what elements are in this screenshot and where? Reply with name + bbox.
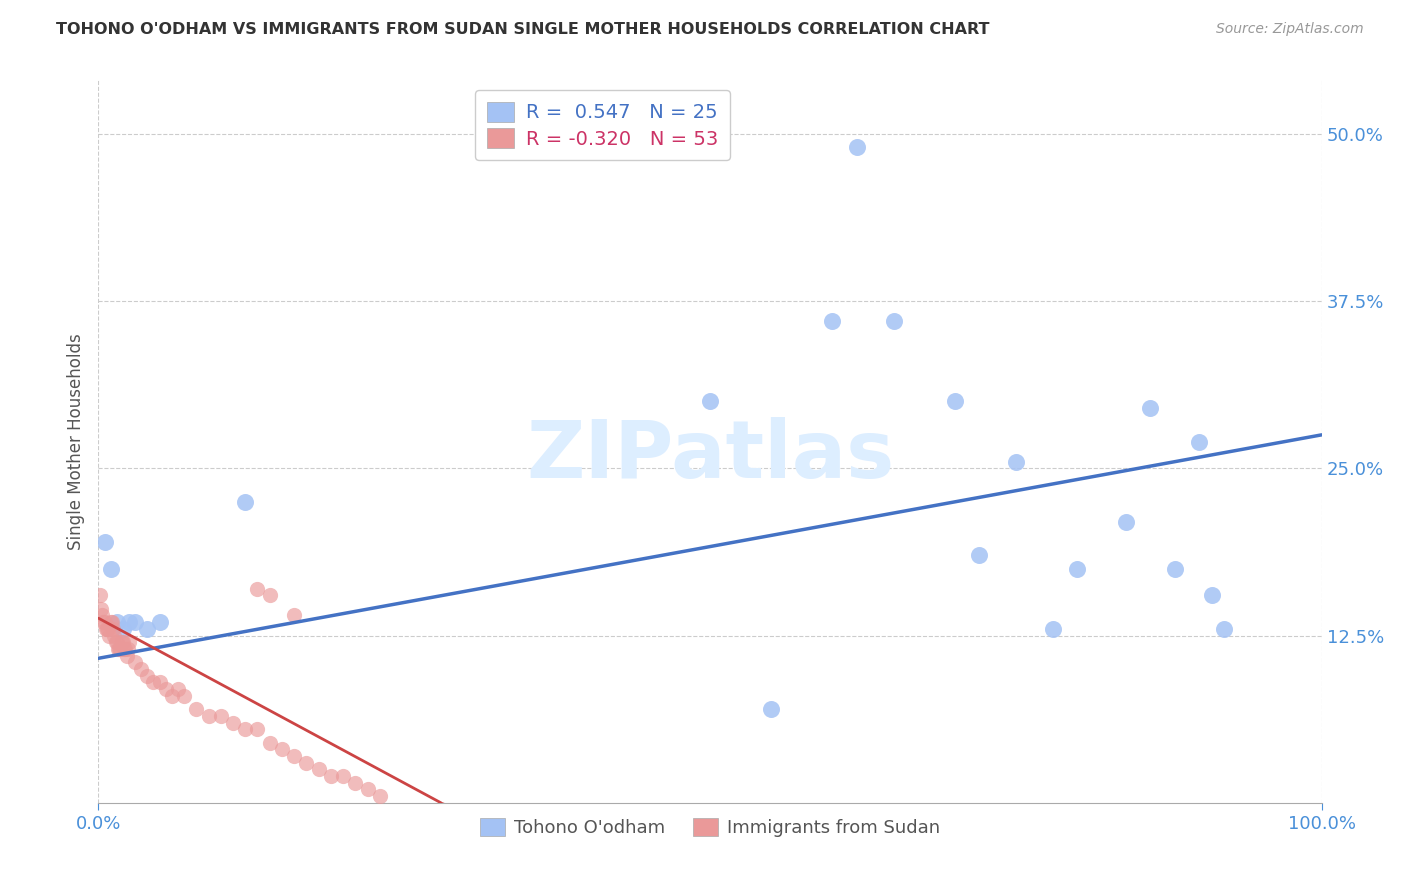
Point bbox=[344, 776, 367, 790]
Point bbox=[1004, 455, 1026, 469]
Point bbox=[112, 642, 135, 657]
Point bbox=[149, 615, 172, 630]
Point bbox=[155, 681, 177, 696]
Point bbox=[197, 708, 219, 723]
Point bbox=[136, 669, 159, 683]
Point bbox=[283, 608, 305, 623]
Point bbox=[332, 769, 354, 783]
Point bbox=[233, 494, 256, 508]
Point bbox=[124, 615, 146, 630]
Point bbox=[98, 628, 121, 642]
Point bbox=[101, 615, 124, 630]
Point bbox=[821, 314, 844, 328]
Point bbox=[118, 615, 141, 630]
Point bbox=[173, 689, 195, 703]
Point bbox=[1201, 589, 1223, 603]
Point bbox=[103, 628, 125, 642]
Point bbox=[699, 394, 721, 409]
Point bbox=[118, 635, 141, 649]
Point bbox=[105, 615, 128, 630]
Point bbox=[110, 642, 132, 657]
Point bbox=[89, 589, 111, 603]
Point bbox=[149, 675, 172, 690]
Text: TOHONO O'ODHAM VS IMMIGRANTS FROM SUDAN SINGLE MOTHER HOUSEHOLDS CORRELATION CHA: TOHONO O'ODHAM VS IMMIGRANTS FROM SUDAN … bbox=[56, 22, 990, 37]
Point bbox=[883, 314, 905, 328]
Point bbox=[96, 622, 118, 636]
Point bbox=[124, 655, 146, 669]
Point bbox=[1188, 434, 1211, 449]
Text: Source: ZipAtlas.com: Source: ZipAtlas.com bbox=[1216, 22, 1364, 37]
Point bbox=[259, 589, 281, 603]
Point bbox=[368, 789, 391, 804]
Point bbox=[356, 782, 378, 797]
Point bbox=[761, 702, 783, 716]
Point bbox=[308, 762, 330, 776]
Point bbox=[1164, 562, 1187, 576]
Point bbox=[167, 681, 190, 696]
Point bbox=[100, 615, 122, 630]
Point bbox=[295, 756, 318, 770]
Point bbox=[845, 140, 868, 154]
Point bbox=[111, 635, 134, 649]
Point bbox=[91, 608, 114, 623]
Point bbox=[100, 562, 122, 576]
Point bbox=[1212, 622, 1234, 636]
Point bbox=[222, 715, 245, 730]
Point bbox=[1066, 562, 1088, 576]
Point bbox=[1042, 622, 1064, 636]
Legend: Tohono O'odham, Immigrants from Sudan: Tohono O'odham, Immigrants from Sudan bbox=[472, 811, 948, 845]
Point bbox=[943, 394, 966, 409]
Point bbox=[283, 749, 305, 764]
Point bbox=[259, 735, 281, 749]
Point bbox=[142, 675, 165, 690]
Point bbox=[186, 702, 208, 716]
Point bbox=[107, 642, 129, 657]
Point bbox=[209, 708, 232, 723]
Point bbox=[101, 622, 124, 636]
Point bbox=[93, 615, 115, 630]
Point bbox=[104, 635, 127, 649]
Point bbox=[111, 635, 134, 649]
Point bbox=[94, 622, 117, 636]
Point bbox=[105, 635, 128, 649]
Point bbox=[117, 642, 139, 657]
Point bbox=[967, 548, 990, 563]
Point bbox=[129, 662, 152, 676]
Point bbox=[319, 769, 342, 783]
Point bbox=[233, 723, 256, 737]
Point bbox=[114, 642, 136, 657]
Point bbox=[97, 622, 120, 636]
Point bbox=[111, 622, 134, 636]
Point bbox=[136, 622, 159, 636]
Point bbox=[91, 615, 114, 630]
Point bbox=[93, 534, 115, 549]
Point bbox=[115, 648, 138, 663]
Point bbox=[246, 723, 269, 737]
Point bbox=[108, 642, 131, 657]
Y-axis label: Single Mother Households: Single Mother Households bbox=[66, 334, 84, 549]
Point bbox=[160, 689, 183, 703]
Point bbox=[1139, 401, 1161, 416]
Text: ZIPatlas: ZIPatlas bbox=[526, 417, 894, 495]
Point bbox=[246, 582, 269, 596]
Point bbox=[1115, 515, 1137, 529]
Point bbox=[90, 602, 112, 616]
Point bbox=[270, 742, 294, 756]
